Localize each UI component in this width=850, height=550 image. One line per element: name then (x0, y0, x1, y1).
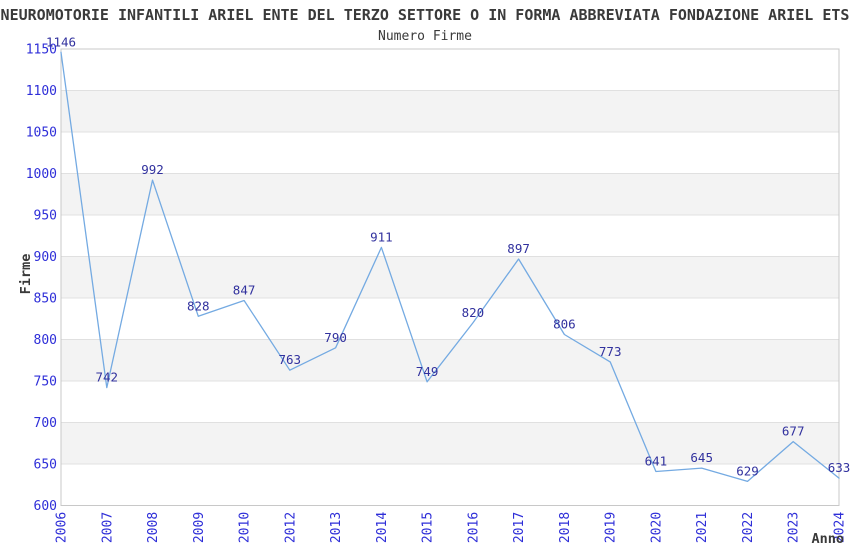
gridlines (61, 48, 839, 506)
y-tick-label: 650 (34, 458, 57, 473)
chart-title: NEUROMOTORIE INFANTILI ARIEL ENTE DEL TE… (0, 6, 850, 24)
y-tick-label: 1100 (26, 84, 57, 99)
y-tick-labels: 600 650 700 750 800 850 900 950 1000 1050 1100 1150 (26, 43, 57, 515)
x-tick-label: 2021 (695, 512, 710, 543)
x-axis-title: Anno (811, 531, 844, 547)
x-tick-label: 2017 (512, 512, 527, 543)
y-tick-label: 1150 (26, 43, 57, 58)
data-label: 749 (416, 364, 439, 379)
data-label: 763 (279, 352, 302, 367)
band (61, 256, 839, 298)
data-label: 773 (599, 344, 622, 359)
data-label: 828 (187, 298, 210, 313)
data-labels: 1146 742 992 828 847 763 790 911 749 820 897 806 773… (46, 34, 850, 478)
y-tick-label: 700 (34, 416, 57, 431)
x-tick-label: 2006 (55, 512, 70, 543)
x-tick-label: 2020 (649, 512, 664, 543)
y-tick-label: 600 (34, 499, 57, 514)
data-label: 992 (141, 162, 164, 177)
x-tick-label: 2023 (787, 512, 802, 543)
data-label: 806 (553, 317, 576, 332)
data-label: 677 (782, 424, 805, 439)
data-label: 641 (645, 454, 668, 469)
y-tick-label: 1000 (26, 167, 57, 182)
x-tick-label: 2015 (421, 512, 436, 543)
y-tick-label: 900 (34, 250, 57, 265)
data-line (60, 51, 840, 483)
data-label: 911 (370, 229, 393, 244)
data-label: 645 (690, 450, 713, 465)
data-label: 633 (828, 460, 850, 475)
plot-bands (61, 90, 839, 464)
x-tick-label: 2022 (741, 512, 756, 543)
band (61, 90, 839, 132)
y-tick-label: 1050 (26, 126, 57, 141)
data-label: 897 (507, 241, 530, 256)
y-tick-label: 750 (34, 375, 57, 390)
plot-border (60, 48, 840, 506)
x-tick-label: 2016 (466, 512, 481, 543)
y-axis-title: Firme (18, 254, 34, 295)
y-tick-label: 950 (34, 209, 57, 224)
x-tick-label: 2013 (329, 512, 344, 543)
x-tick-label: 2012 (283, 512, 298, 543)
band (61, 339, 839, 381)
x-tick-labels: 2006 2007 2008 2009 2010 2012 2013 2014 2015 2016… (55, 512, 848, 543)
data-label: 1146 (46, 34, 76, 49)
x-tick-label: 2010 (238, 512, 253, 543)
y-tick-label: 800 (34, 333, 57, 348)
x-tick-label: 2014 (375, 512, 390, 543)
data-label: 742 (96, 370, 119, 385)
x-tick-label: 2019 (604, 512, 619, 543)
x-tick-label: 2007 (100, 512, 115, 543)
y-tick-label: 850 (34, 292, 57, 307)
data-label: 790 (324, 330, 347, 345)
data-label: 847 (233, 283, 256, 298)
chart-subtitle: Numero Firme (378, 29, 472, 44)
x-tick-label: 2009 (192, 512, 207, 543)
data-label: 629 (736, 463, 759, 478)
band (61, 173, 839, 215)
band (61, 422, 839, 464)
x-tick-label: 2024 (833, 512, 848, 543)
x-tick-label: 2018 (558, 512, 573, 543)
x-tick-label: 2008 (146, 512, 161, 543)
data-label: 820 (462, 305, 485, 320)
